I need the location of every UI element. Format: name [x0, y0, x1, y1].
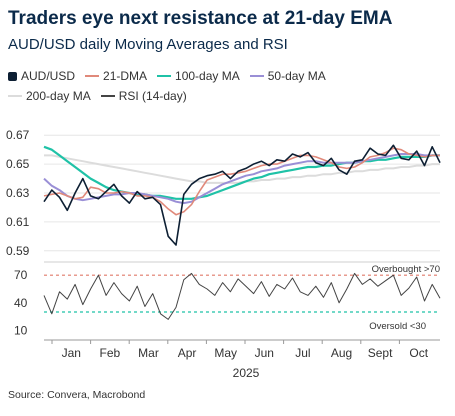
- price-tick-label: 0.65: [6, 157, 30, 171]
- x-tick-label: Apr: [178, 346, 197, 360]
- x-tick-label: Aug: [331, 346, 352, 360]
- x-tick-label: Jun: [255, 346, 274, 360]
- legend: AUD/USD 21-DMA 100-day MA 50-day MA 200-…: [8, 66, 448, 106]
- legend-label: RSI (14-day): [118, 89, 187, 103]
- x-tick-label: Jul: [295, 346, 310, 360]
- chart-subtitle: AUD/USD daily Moving Averages and RSI: [8, 36, 288, 53]
- chart-title: Traders eye next resistance at 21-day EM…: [8, 8, 393, 29]
- legend-item-50ma: 50-day MA: [249, 69, 326, 83]
- legend-label: 50-day MA: [267, 69, 326, 83]
- series-line-rsi: [43, 272, 441, 320]
- rsi-tick-label: 40: [14, 296, 28, 310]
- legend-item-100ma: 100-day MA: [157, 69, 240, 83]
- source-note: Source: Convera, Macrobond: [8, 389, 146, 401]
- rsi-tick-label: 10: [14, 323, 28, 337]
- legend-item-21dma: 21-DMA: [85, 69, 147, 83]
- legend-label: 200-day MA: [26, 89, 91, 103]
- oversold-label: Oversold <30: [369, 321, 426, 332]
- overbought-label: Overbought >70: [372, 264, 440, 275]
- x-tick-label: Oct: [409, 346, 428, 360]
- x-axis-label: 2025: [233, 366, 260, 380]
- x-tick-label: Sept: [368, 346, 393, 360]
- line-icon: [100, 95, 115, 97]
- legend-label: 100-day MA: [175, 69, 240, 83]
- rsi-tick-label: 70: [14, 268, 28, 282]
- x-tick-label: May: [214, 346, 237, 360]
- x-tick-label: Mar: [138, 346, 159, 360]
- legend-row-2: 200-day MA RSI (14-day): [8, 86, 448, 106]
- price-tick-label: 0.63: [6, 186, 30, 200]
- x-tick-label: Feb: [100, 346, 121, 360]
- hex-marker-icon: [8, 71, 17, 81]
- price-tick-label: 0.61: [6, 215, 30, 229]
- line-icon: [249, 75, 264, 77]
- line-icon: [157, 75, 172, 77]
- price-tick-label: 0.67: [6, 128, 30, 142]
- legend-item-rsi: RSI (14-day): [100, 89, 187, 103]
- legend-label: 21-DMA: [103, 69, 148, 83]
- series-line-21-dma: [43, 147, 440, 216]
- legend-item-200ma: 200-day MA: [8, 89, 91, 103]
- x-tick-label: Jan: [62, 346, 81, 360]
- legend-row-1: AUD/USD 21-DMA 100-day MA 50-day MA: [8, 66, 448, 86]
- line-icon: [85, 75, 100, 77]
- series-line-50-day-ma: [43, 153, 440, 205]
- legend-item-audusd: AUD/USD: [8, 69, 75, 83]
- price-tick-label: 0.59: [6, 244, 30, 258]
- legend-label: AUD/USD: [21, 69, 76, 83]
- series-line-aud-usd: [43, 144, 441, 246]
- line-icon: [8, 95, 22, 97]
